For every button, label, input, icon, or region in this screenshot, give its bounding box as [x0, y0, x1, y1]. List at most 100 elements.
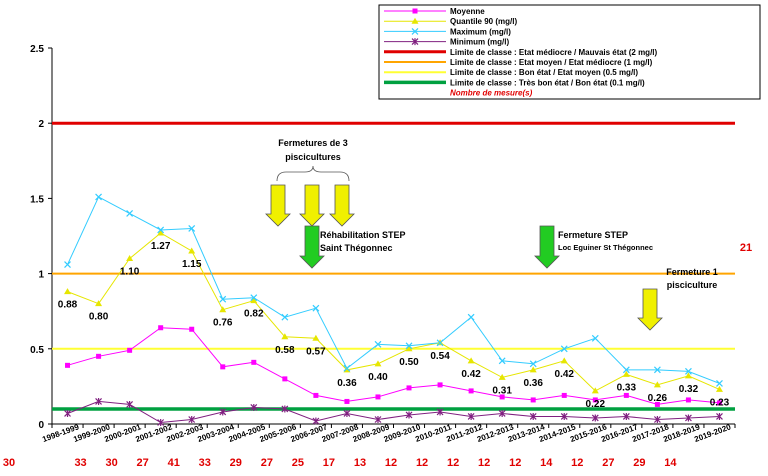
y-tick-label: 2.5: [30, 44, 44, 55]
data-point: [96, 353, 102, 359]
data-point: [281, 333, 289, 340]
legend-label: Limite de classe : Etat moyen / Etat méd…: [450, 58, 653, 67]
data-point: [406, 385, 412, 391]
annotation-arrow: [299, 225, 325, 269]
legend-label: Quantile 90 (mg/l): [450, 17, 517, 26]
q90-data-label: 0.82: [244, 309, 264, 320]
annotation-text: pisciculture: [667, 280, 718, 290]
data-point: [498, 373, 506, 380]
annotations: Fermetures de 3 piscicultures Réhabilitati…: [265, 138, 718, 331]
measure-count: 27: [602, 457, 614, 469]
q90-data-label: 0.42: [461, 369, 481, 380]
measure-count: 27: [261, 457, 273, 469]
legend-label: Moyenne: [450, 7, 485, 16]
legend-marker: [412, 8, 418, 14]
series-line: [67, 232, 720, 392]
q90-data-label: 0.76: [213, 318, 233, 329]
q90-data-label: 0.36: [523, 378, 543, 389]
measure-count: 17: [323, 457, 335, 469]
data-point: [498, 409, 506, 417]
data-point: [467, 313, 475, 321]
measure-count: 33: [199, 457, 211, 469]
q90-data-label: 1.27: [151, 241, 171, 252]
legend-marker: [411, 17, 419, 24]
data-point: [654, 401, 660, 407]
data-point: [188, 415, 196, 423]
data-point: [405, 345, 413, 352]
annotation-text: Réhabilitation STEP: [320, 230, 406, 240]
reference-lines: [52, 121, 735, 411]
data-point: [127, 347, 133, 353]
data-point: [157, 226, 165, 234]
data-point: [685, 397, 691, 403]
data-point: [312, 304, 320, 312]
data-point: [157, 229, 165, 236]
data-point: [437, 382, 443, 388]
annotation-arrow: [637, 288, 663, 331]
q90-data-label: 0.57: [306, 346, 326, 357]
data-point: [281, 313, 289, 321]
measure-count: 12: [509, 457, 521, 469]
annotation-text: Saint Thégonnec: [320, 243, 393, 253]
data-point: [64, 261, 71, 269]
data-point: [343, 409, 351, 417]
q90-data-label: 0.26: [648, 393, 668, 404]
measure-count: 12: [447, 457, 459, 469]
data-point: [591, 334, 599, 342]
data-point: [126, 210, 134, 217]
data-point: [95, 397, 102, 405]
q90-data-label: 0.36: [337, 378, 357, 389]
data-point: [312, 334, 320, 341]
q90-data-label: 0.31: [492, 385, 512, 396]
measure-count: 12: [385, 457, 397, 469]
data-point: [436, 339, 444, 347]
data-point: [374, 340, 382, 348]
annotation-text: piscicultures: [285, 152, 341, 162]
data-point: [126, 400, 134, 408]
data-point: [344, 398, 350, 404]
y-tick-label: 2: [38, 119, 44, 130]
measure-count: 21: [740, 242, 752, 254]
y-tick-label: 0.5: [30, 345, 44, 356]
data-point: [188, 247, 196, 254]
legend-marker: [411, 38, 419, 46]
data-point: [560, 412, 568, 420]
data-point: [529, 360, 537, 368]
data-point: [250, 294, 258, 302]
data-point: [499, 394, 505, 400]
annotation-arrow: [299, 184, 325, 227]
legend-label: Limite de classe : Très bon état / Bon é…: [450, 78, 645, 87]
annotation-text: Fermetures de 3: [278, 138, 348, 148]
data-point: [715, 385, 723, 392]
data-point: [250, 297, 258, 304]
data-point: [653, 366, 661, 374]
measure-count: 29: [230, 457, 242, 469]
legend-label: Limite de classe : Etat médiocre / Mauva…: [450, 48, 658, 57]
data-point: [529, 366, 537, 373]
annotation-text: Fermeture STEP: [558, 230, 628, 240]
data-point: [374, 415, 382, 423]
data-point: [653, 415, 661, 423]
data-point: [530, 397, 536, 403]
data-point: [126, 255, 134, 262]
data-point: [591, 414, 599, 422]
q90-data-label: 0.42: [555, 369, 575, 380]
data-point: [592, 397, 598, 403]
data-point: [560, 345, 568, 353]
measure-count: 30: [105, 457, 117, 469]
measure-count: 12: [478, 457, 490, 469]
data-point: [684, 372, 692, 379]
data-point: [405, 342, 413, 350]
data-point: [95, 300, 103, 307]
data-point: [64, 288, 72, 295]
data-point: [220, 364, 226, 370]
data-point: [623, 392, 629, 398]
measure-count: 14: [664, 457, 677, 469]
series-markers: [64, 193, 723, 426]
legend-label: Limite de classe : Bon état / Etat moyen…: [450, 68, 638, 77]
q90-data-label: 0.33: [617, 382, 637, 393]
data-point: [716, 412, 723, 420]
data-point: [251, 359, 257, 365]
q90-data-label: 0.50: [399, 357, 419, 368]
